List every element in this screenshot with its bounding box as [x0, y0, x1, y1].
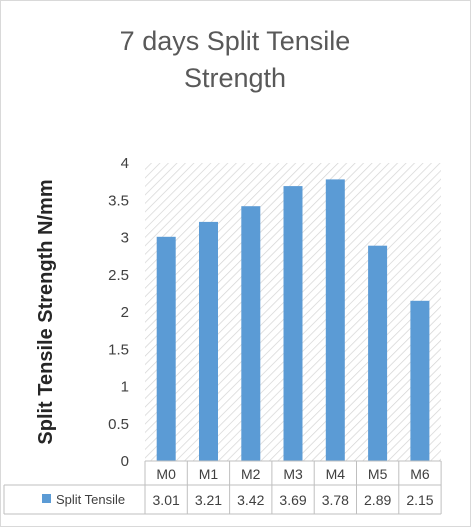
category-label: M1 [199, 466, 219, 482]
category-label: M0 [156, 466, 176, 482]
y-tick-label: 1.5 [108, 341, 129, 358]
y-tick-label: 3.5 [108, 192, 129, 209]
data-label: 3.42 [237, 492, 264, 508]
y-tick-label: 2.5 [108, 267, 129, 284]
data-label: 3.21 [195, 492, 222, 508]
data-label: 3.78 [322, 492, 349, 508]
category-label: M4 [326, 466, 346, 482]
data-label: 2.15 [406, 492, 433, 508]
y-tick-label: 4 [121, 155, 129, 172]
bar-m6 [410, 300, 430, 461]
category-label: M3 [283, 466, 303, 482]
legend-key [42, 494, 51, 503]
bar-m3 [283, 186, 303, 461]
bars [156, 179, 430, 461]
bar-m5 [368, 245, 388, 461]
y-tick-label: 1 [121, 379, 129, 396]
bar-m0 [156, 236, 176, 461]
y-tick-label: 2 [121, 304, 129, 321]
y-tick-label: 0.5 [108, 416, 129, 433]
data-table: M0 3.01 M1 3.21 M2 3.42 M3 3.69 M4 3.78 M5 2.89 M6 2.… [3, 460, 442, 515]
bar-m2 [241, 206, 261, 461]
y-tick-label: 3 [121, 230, 129, 247]
chart-title-line-2: Strength [184, 63, 286, 93]
y-tick-label: 0 [121, 453, 129, 470]
legend-series-name: Split Tensile [56, 492, 125, 507]
chart-title-line-1: 7 days Split Tensile [120, 26, 351, 56]
category-label: M2 [241, 466, 261, 482]
y-axis-label: Split Tensile Strength N/mm [35, 179, 57, 444]
y-axis-ticks: 0 0.5 1 1.5 2 2.5 3 3.5 4 [108, 155, 129, 470]
category-label: M5 [368, 466, 388, 482]
bar-m4 [325, 179, 345, 461]
data-label: 2.89 [364, 492, 391, 508]
data-label: 3.01 [153, 492, 180, 508]
category-label: M6 [410, 466, 430, 482]
bar-m1 [199, 221, 218, 461]
data-label: 3.69 [279, 492, 306, 508]
